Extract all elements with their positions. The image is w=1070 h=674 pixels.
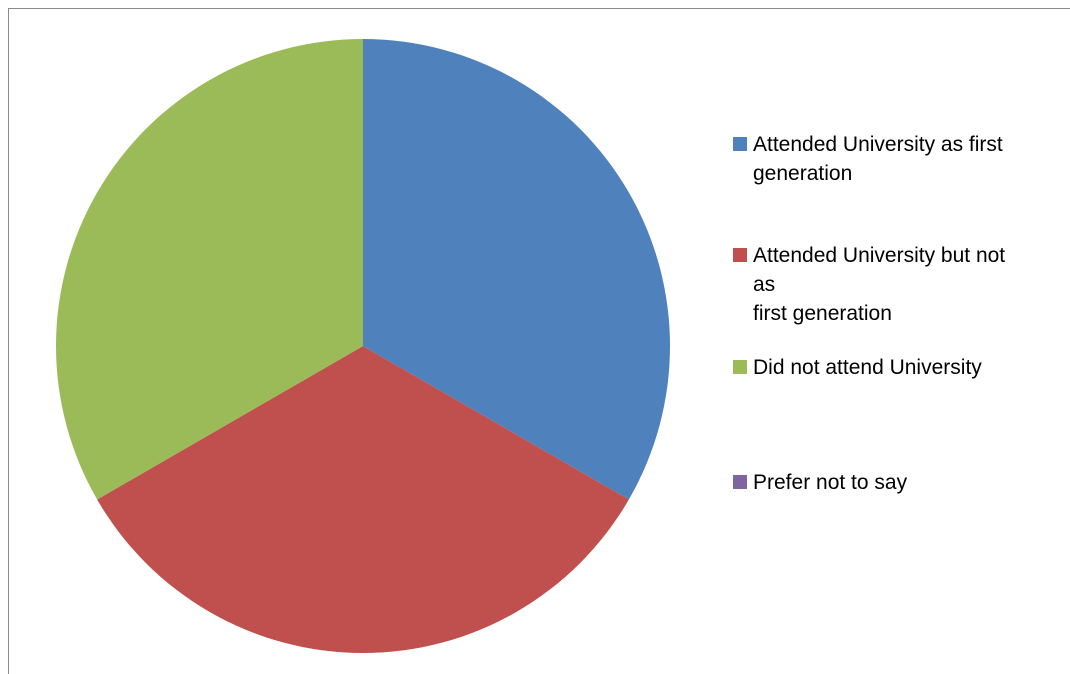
legend-item-not-first-generation: Attended University but not as first gen… [733, 241, 1053, 328]
legend-swatch-not-first-generation [733, 248, 747, 262]
chart-frame [8, 8, 1070, 674]
legend-item-first-generation: Attended University as first generation [733, 130, 1053, 188]
legend-swatch-did-not-attend [733, 360, 747, 374]
legend-label-not-first-generation: Attended University but not as first gen… [753, 244, 1006, 325]
pie-chart [56, 39, 670, 653]
legend-swatch-first-generation [733, 137, 747, 151]
legend-swatch-prefer-not-to-say [733, 475, 747, 489]
pie-slice-1 [97, 346, 629, 653]
legend-item-prefer-not-to-say: Prefer not to say [733, 468, 1053, 497]
legend-item-did-not-attend: Did not attend University [733, 353, 1053, 382]
legend-label-did-not-attend: Did not attend University [753, 356, 982, 379]
pie-slice-2 [56, 39, 364, 500]
chart-legend: Attended University as first generation … [733, 0, 1063, 674]
legend-label-prefer-not-to-say: Prefer not to say [753, 471, 908, 494]
legend-label-first-generation: Attended University as first generation [753, 133, 1003, 185]
pie-slice-0 [363, 39, 670, 500]
